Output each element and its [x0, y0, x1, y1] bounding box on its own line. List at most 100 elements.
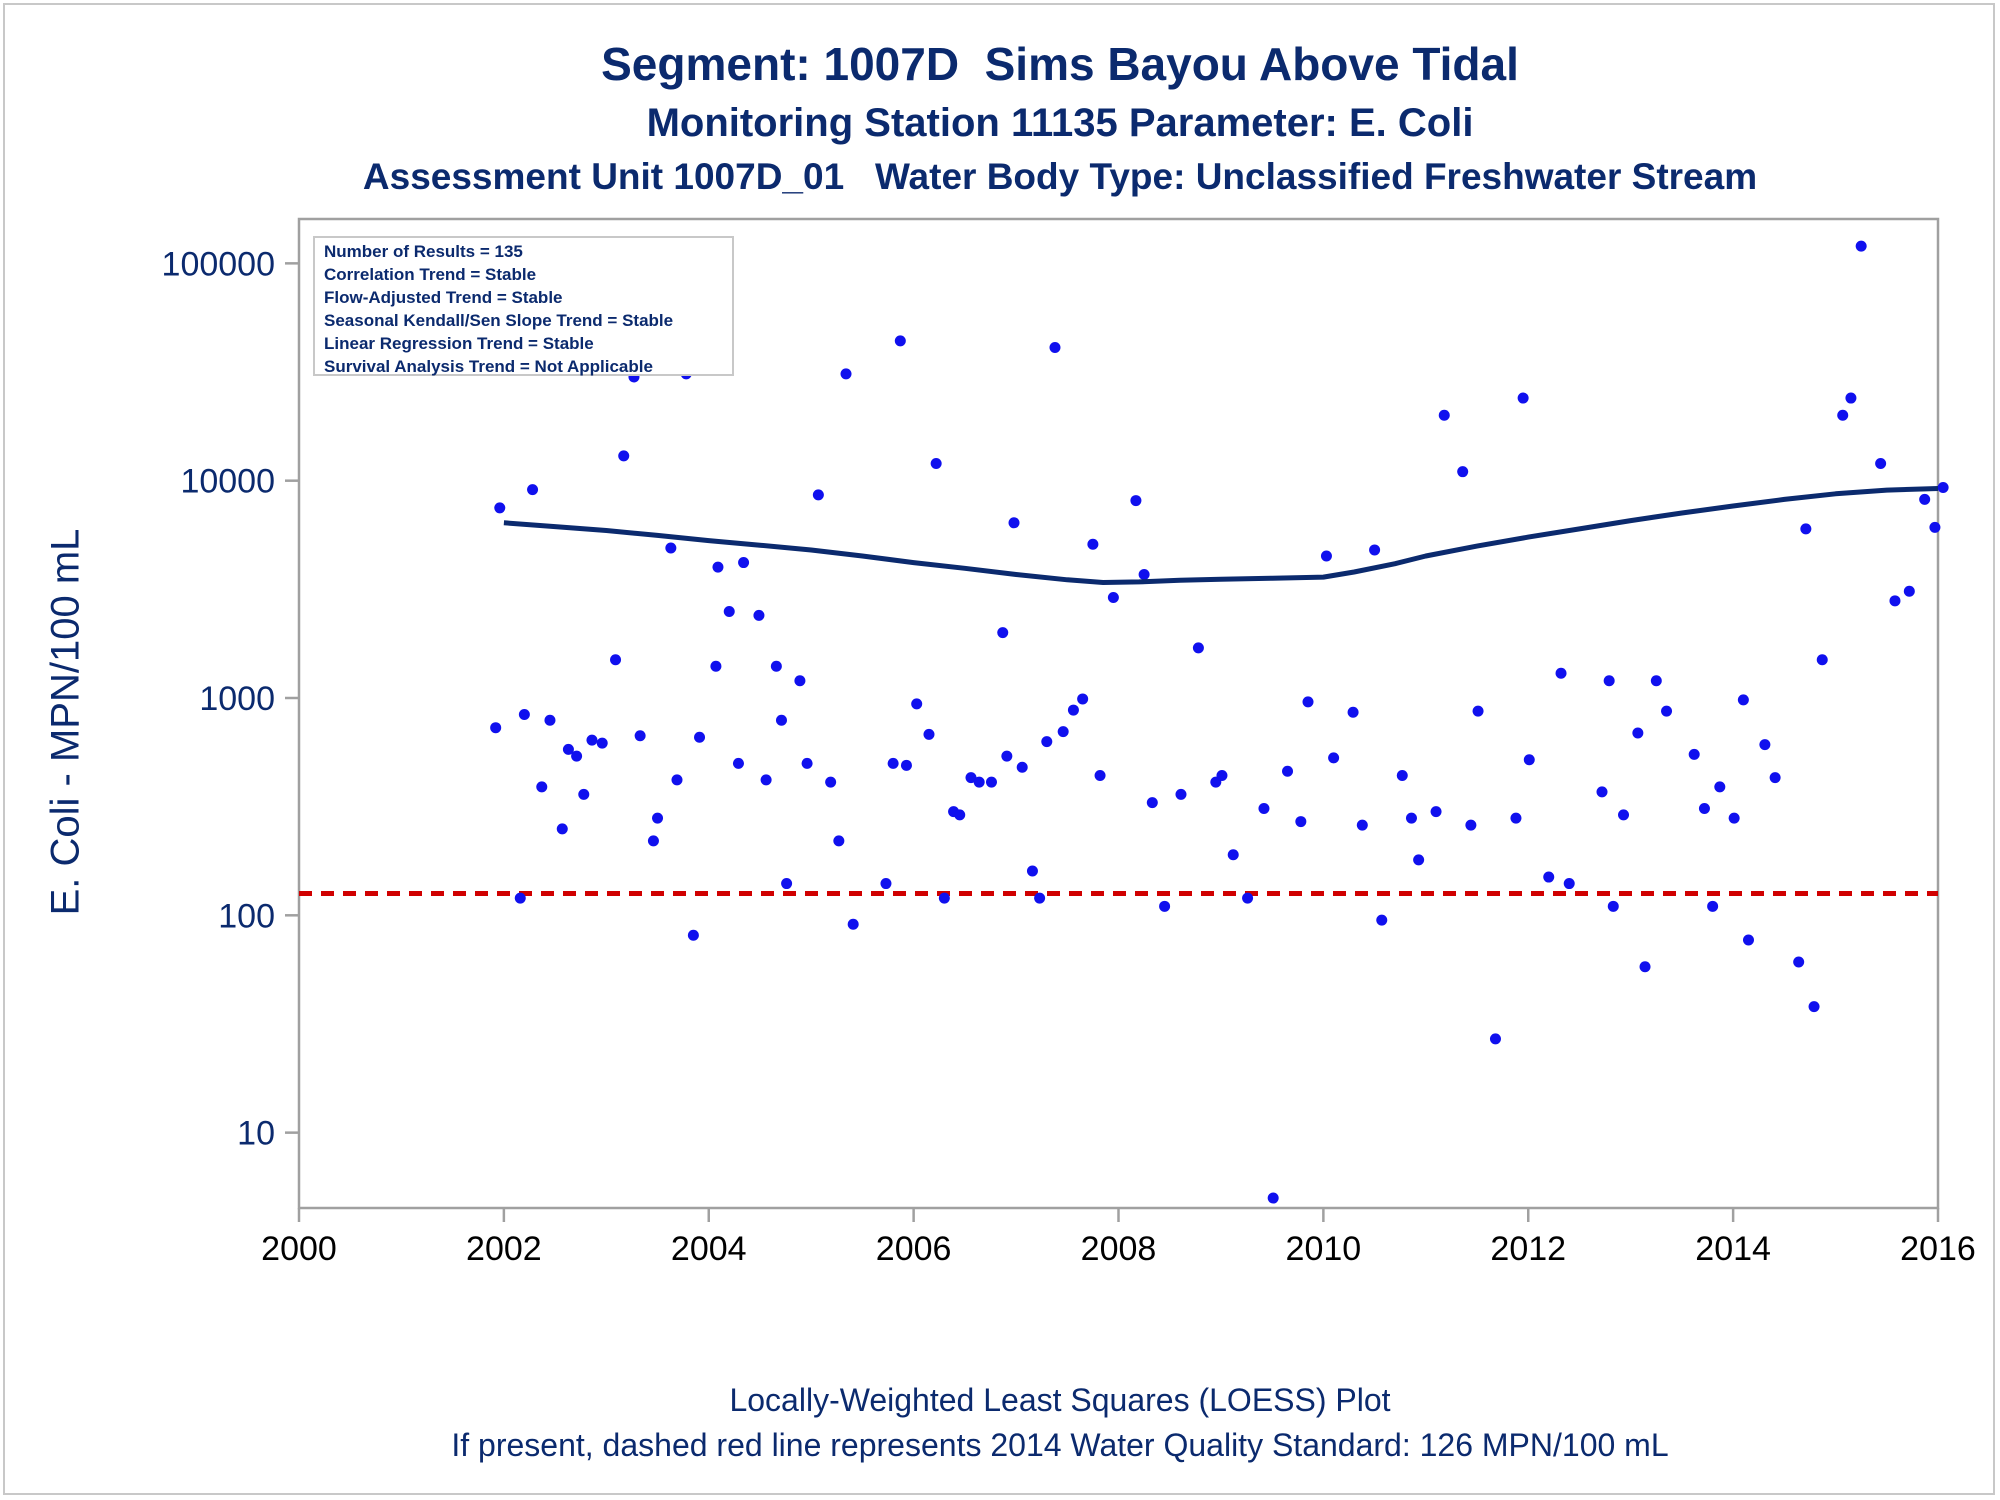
data-point — [1146, 797, 1158, 809]
data-point — [1837, 409, 1849, 421]
data-point — [1728, 812, 1740, 824]
data-point — [1639, 961, 1651, 973]
data-point — [596, 737, 608, 749]
x-tick-label: 2000 — [261, 1230, 337, 1268]
data-point — [586, 734, 598, 746]
data-point — [1175, 788, 1187, 800]
data-point — [1808, 1001, 1820, 1013]
x-tick-label: 2006 — [876, 1230, 952, 1268]
data-point — [770, 660, 782, 672]
x-tick-label: 2014 — [1695, 1230, 1771, 1268]
stat-number-of-results: Number of Results = 135 — [324, 242, 523, 261]
x-tick-label: 2012 — [1490, 1230, 1566, 1268]
data-point — [1759, 739, 1771, 751]
data-point — [880, 878, 892, 890]
data-point — [1737, 694, 1749, 706]
data-point — [887, 757, 899, 769]
data-point — [1543, 871, 1555, 883]
data-point — [1875, 457, 1887, 469]
data-point — [1607, 900, 1619, 912]
data-point — [694, 731, 706, 743]
data-point — [1405, 812, 1417, 824]
data-point — [1438, 409, 1450, 421]
data-point — [732, 757, 744, 769]
data-point — [536, 781, 548, 793]
data-point — [1457, 466, 1469, 478]
data-point — [1067, 704, 1079, 716]
statistics-box: Number of Results = 135 Correlation Tren… — [313, 236, 734, 376]
data-point — [1227, 849, 1239, 861]
data-point — [1510, 812, 1522, 824]
stat-flow-adjusted-trend: Flow-Adjusted Trend = Stable — [324, 288, 563, 307]
data-point — [753, 609, 765, 621]
data-point — [738, 557, 750, 569]
data-point — [544, 714, 556, 726]
data-point — [985, 776, 997, 788]
data-point — [1465, 819, 1477, 831]
data-point — [710, 660, 722, 672]
data-point — [1087, 538, 1099, 550]
y-tick-label: 10 — [237, 1115, 275, 1153]
data-point — [671, 774, 683, 786]
data-point — [965, 772, 977, 784]
chart-subtitle-station: Monitoring Station 11135 Parameter: E. C… — [646, 101, 1474, 145]
data-point — [687, 929, 699, 941]
data-point — [1295, 816, 1307, 828]
data-point — [490, 722, 502, 734]
data-point — [1430, 806, 1442, 818]
data-point — [652, 812, 664, 824]
data-point — [1472, 705, 1484, 717]
data-point — [1328, 752, 1340, 764]
data-point — [1192, 642, 1204, 654]
data-point — [1396, 769, 1408, 781]
data-point — [1049, 342, 1061, 354]
data-point — [954, 809, 966, 821]
footnote-standard: If present, dashed red line represents 2… — [451, 1427, 1669, 1463]
data-point — [1800, 523, 1812, 535]
data-point — [938, 892, 950, 904]
x-tick-label: 2004 — [671, 1230, 747, 1268]
data-point — [1130, 495, 1142, 507]
loess-curve — [503, 486, 1939, 585]
data-point — [1376, 914, 1388, 926]
x-tick-label: 2016 — [1900, 1230, 1976, 1268]
data-point — [760, 774, 772, 786]
chart-frame — [3, 3, 1995, 1495]
data-point — [665, 542, 677, 554]
data-point — [494, 502, 506, 514]
data-point — [1523, 754, 1535, 766]
data-point — [825, 776, 837, 788]
data-point — [930, 457, 942, 469]
data-point — [578, 788, 590, 800]
data-point — [1650, 675, 1662, 687]
data-point — [923, 728, 935, 740]
data-point — [1026, 865, 1038, 877]
stat-survival-analysis-trend: Survival Analysis Trend = Not Applicable — [324, 357, 653, 376]
data-point — [1057, 726, 1069, 738]
y-axis-label: E. Coli - MPN/100 mL — [43, 528, 88, 916]
data-point — [618, 450, 630, 462]
data-point — [1714, 781, 1726, 793]
data-point — [1517, 392, 1529, 404]
data-point — [997, 627, 1009, 639]
data-point — [1929, 521, 1941, 533]
y-tick-label: 100 — [218, 897, 275, 935]
data-point — [1698, 803, 1710, 815]
stat-linear-regression-trend: Linear Regression Trend = Stable — [324, 334, 594, 353]
data-point — [518, 708, 530, 720]
data-point — [1632, 727, 1644, 739]
data-point — [1008, 517, 1020, 529]
data-point — [1596, 786, 1608, 798]
data-point — [1041, 736, 1053, 748]
data-point — [571, 750, 583, 762]
data-point — [647, 835, 659, 847]
data-point — [1555, 667, 1567, 679]
data-point — [833, 835, 845, 847]
data-point — [1769, 772, 1781, 784]
chart-title: Segment: 1007D Sims Bayou Above Tidal — [601, 38, 1519, 90]
stat-seasonal-kendall-trend: Seasonal Kendall/Sen Slope Trend = Stabl… — [324, 311, 674, 330]
data-point — [1242, 892, 1254, 904]
stat-correlation-trend: Correlation Trend = Stable — [324, 265, 537, 284]
data-point — [847, 918, 859, 930]
data-point — [801, 757, 813, 769]
